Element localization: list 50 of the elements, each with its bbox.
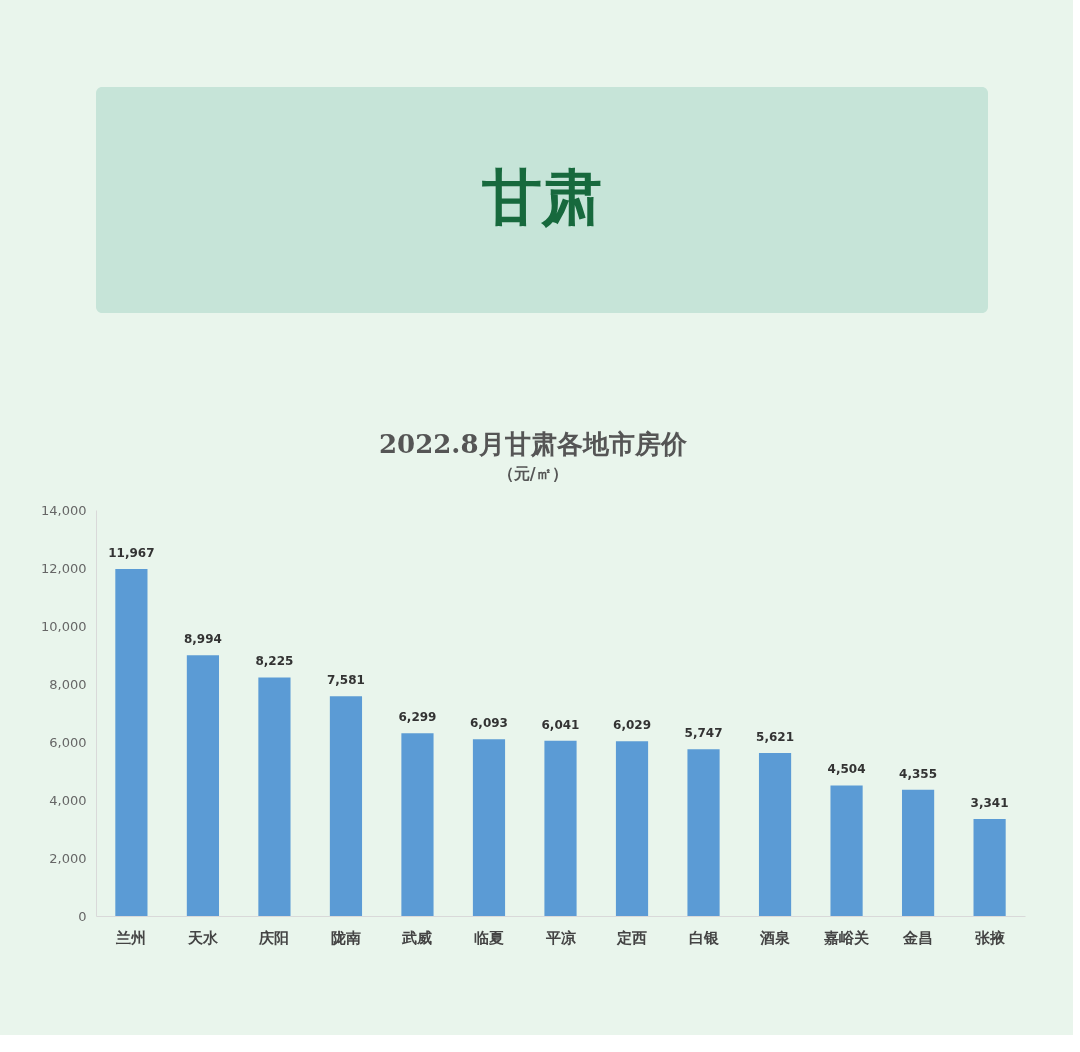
data-label: 6,029 <box>613 718 651 733</box>
chart-title: 甘肃 <box>481 162 602 232</box>
bar <box>615 741 649 916</box>
data-label: 5,747 <box>684 726 723 741</box>
y-tick-label: 10,000 <box>41 618 87 634</box>
x-tick-label: 临夏 <box>473 928 504 947</box>
x-tick-label: 嘉峪关 <box>824 928 870 947</box>
data-label: 5,621 <box>756 729 795 744</box>
y-tick-label: 4,000 <box>49 792 87 808</box>
bar <box>687 749 720 916</box>
x-tick-label: 天水 <box>186 928 219 947</box>
x-tick-label: 平凉 <box>544 928 576 947</box>
x-tick-label: 张掖 <box>974 928 1006 947</box>
bar <box>544 740 577 916</box>
bar <box>973 819 1006 916</box>
bar <box>258 677 291 916</box>
bar <box>401 733 434 916</box>
y-tick-label: 14,000 <box>41 502 87 518</box>
bar <box>186 655 220 916</box>
x-tick-label: 金昌 <box>902 928 934 947</box>
y-tick-label: 2,000 <box>49 850 87 866</box>
data-label: 6,041 <box>541 717 580 732</box>
data-label: 11,967 <box>108 545 155 560</box>
data-label: 8,994 <box>183 632 222 647</box>
data-label: 7,581 <box>326 673 365 688</box>
chart-subtitle: 2022.8月甘肃各地市房价 <box>379 429 688 459</box>
y-tick-label: 6,000 <box>49 734 87 750</box>
data-label: 4,504 <box>827 762 866 777</box>
x-tick-label: 兰州 <box>115 928 147 947</box>
data-label: 6,093 <box>470 716 508 731</box>
x-tick-label: 庆阳 <box>258 928 290 947</box>
data-label: 8,225 <box>255 654 294 669</box>
x-tick-label: 酒泉 <box>759 928 791 947</box>
y-tick-label: 12,000 <box>41 560 87 576</box>
bar <box>830 785 863 916</box>
y-tick-label: 0 <box>78 908 87 924</box>
bar <box>329 696 363 916</box>
bar <box>758 752 792 916</box>
data-label: 4,355 <box>899 766 938 781</box>
bar <box>472 739 506 916</box>
bar <box>115 568 148 916</box>
x-tick-label: 陇南 <box>330 928 361 947</box>
y-tick-label: 8,000 <box>49 676 87 692</box>
text: （元/㎡） <box>497 464 568 483</box>
x-tick-label: 武威 <box>401 928 433 947</box>
data-label: 6,299 <box>398 710 437 725</box>
bar <box>901 789 935 916</box>
x-tick-label: 白银 <box>688 928 720 947</box>
x-tick-label: 定西 <box>616 928 648 947</box>
data-label: 3,341 <box>970 796 1009 811</box>
